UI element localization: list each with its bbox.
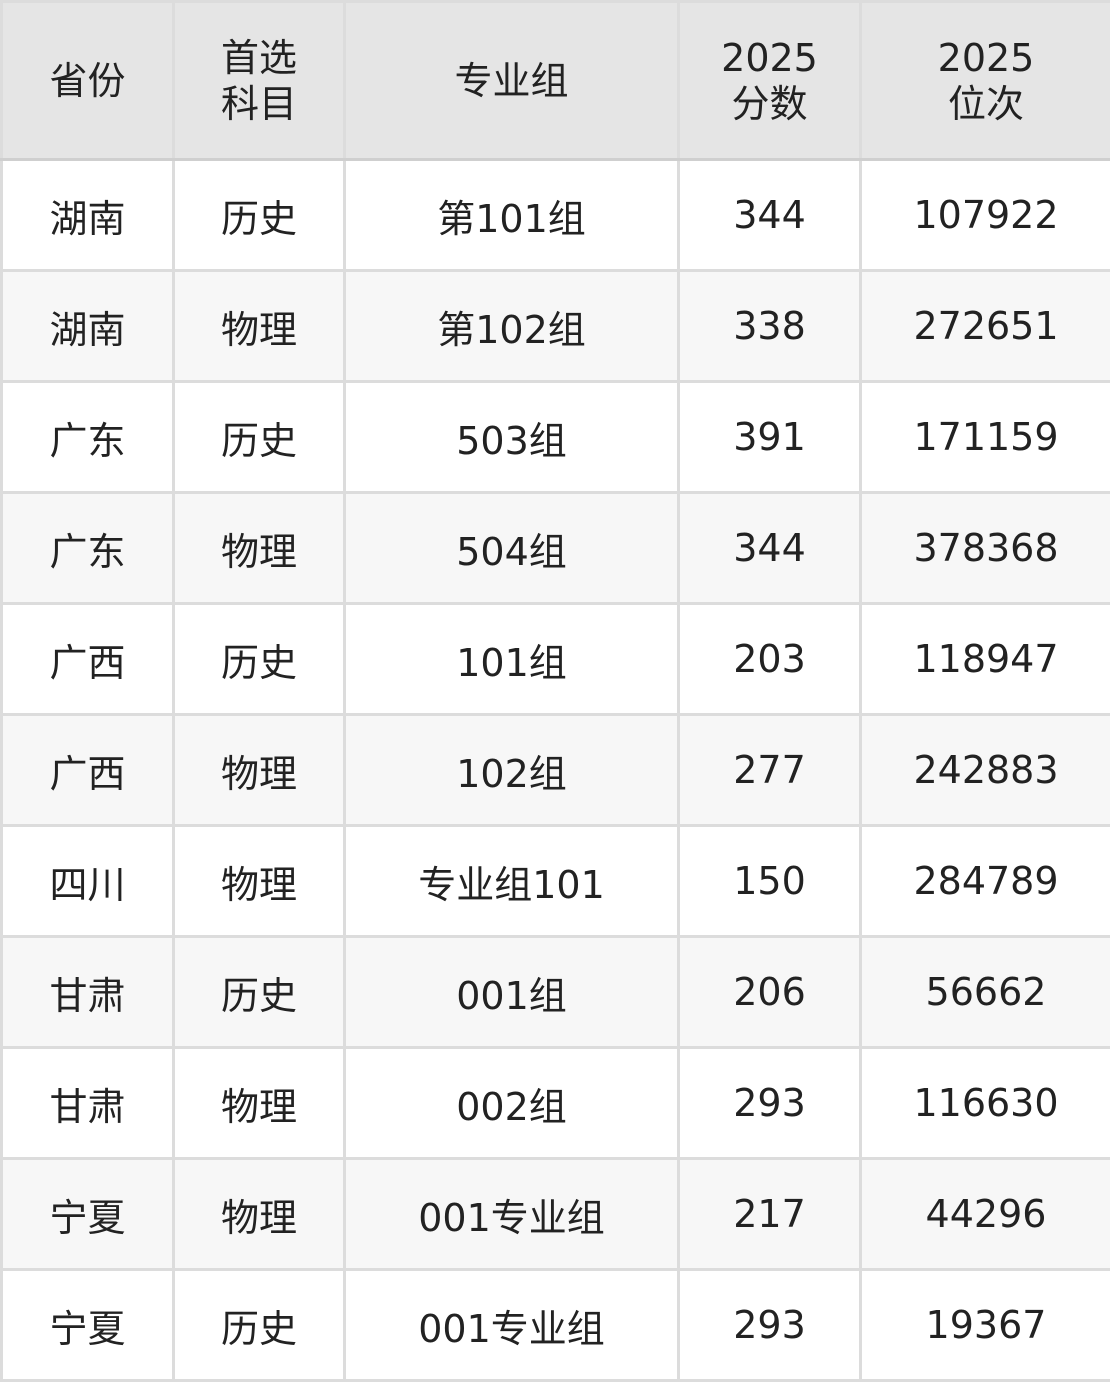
cell-province: 甘肃: [0, 1046, 175, 1160]
header-score-line1: 2025: [721, 35, 818, 80]
cell-group: 504组: [343, 491, 680, 605]
cell-group: 101组: [343, 602, 680, 716]
cell-subject: 物理: [172, 1046, 346, 1160]
cell-group: 002组: [343, 1046, 680, 1160]
cell-score: 203: [677, 602, 862, 716]
cell-score: 293: [677, 1268, 862, 1382]
table-row: 广东 历史 503组 391 171159: [0, 380, 1110, 494]
cell-subject: 历史: [172, 158, 346, 272]
cell-score: 344: [677, 491, 862, 605]
cell-province: 广西: [0, 602, 175, 716]
cell-subject: 物理: [172, 491, 346, 605]
table-row: 广西 物理 102组 277 242883: [0, 713, 1110, 827]
cell-score: 391: [677, 380, 862, 494]
cell-group: 503组: [343, 380, 680, 494]
table-row: 湖南 历史 第101组 344 107922: [0, 158, 1110, 272]
cell-group: 专业组101: [343, 824, 680, 938]
table-row: 甘肃 物理 002组 293 116630: [0, 1046, 1110, 1160]
cell-group: 第102组: [343, 269, 680, 383]
cell-subject: 物理: [172, 713, 346, 827]
header-score-line2: 分数: [731, 81, 808, 126]
table-row: 甘肃 历史 001组 206 56662: [0, 935, 1110, 1049]
header-province: 省份: [0, 0, 175, 161]
header-subject-line2: 科目: [220, 81, 297, 126]
cell-province: 湖南: [0, 158, 175, 272]
table-row: 广东 物理 504组 344 378368: [0, 491, 1110, 605]
header-rank-line1: 2025: [937, 35, 1035, 80]
cell-province: 广西: [0, 713, 175, 827]
cell-rank: 272651: [859, 269, 1110, 383]
cell-group: 001专业组: [343, 1268, 680, 1382]
cell-score: 344: [677, 158, 862, 272]
cell-group: 001组: [343, 935, 680, 1049]
header-rank: 2025 位次: [859, 0, 1110, 161]
cell-group: 第101组: [343, 158, 680, 272]
header-subject: 首选 科目: [172, 0, 346, 161]
cell-score: 217: [677, 1157, 862, 1271]
cell-province: 广东: [0, 491, 175, 605]
cell-group: 001专业组: [343, 1157, 680, 1271]
cell-score: 206: [677, 935, 862, 1049]
cell-rank: 118947: [859, 602, 1110, 716]
cell-rank: 19367: [859, 1268, 1110, 1382]
header-group: 专业组: [343, 0, 680, 161]
cell-rank: 171159: [859, 380, 1110, 494]
cell-group: 102组: [343, 713, 680, 827]
cell-subject: 物理: [172, 824, 346, 938]
header-province-line1: 省份: [49, 58, 126, 103]
cell-subject: 历史: [172, 1268, 346, 1382]
cell-province: 四川: [0, 824, 175, 938]
cell-score: 150: [677, 824, 862, 938]
cell-province: 湖南: [0, 269, 175, 383]
cell-subject: 历史: [172, 380, 346, 494]
header-group-line1: 专业组: [454, 58, 569, 103]
cell-rank: 378368: [859, 491, 1110, 605]
header-score: 2025 分数: [677, 0, 862, 161]
cell-score: 293: [677, 1046, 862, 1160]
table-row: 宁夏 物理 001专业组 217 44296: [0, 1157, 1110, 1271]
cell-score: 338: [677, 269, 862, 383]
cell-score: 277: [677, 713, 862, 827]
table-row: 四川 物理 专业组101 150 284789: [0, 824, 1110, 938]
cell-province: 宁夏: [0, 1268, 175, 1382]
cell-subject: 历史: [172, 602, 346, 716]
cell-rank: 116630: [859, 1046, 1110, 1160]
table-row: 湖南 物理 第102组 338 272651: [0, 269, 1110, 383]
cell-subject: 物理: [172, 1157, 346, 1271]
cell-subject: 历史: [172, 935, 346, 1049]
cell-rank: 44296: [859, 1157, 1110, 1271]
cell-province: 宁夏: [0, 1157, 175, 1271]
cell-province: 广东: [0, 380, 175, 494]
table-row: 宁夏 历史 001专业组 293 19367: [0, 1268, 1110, 1382]
cell-subject: 物理: [172, 269, 346, 383]
header-subject-line1: 首选: [220, 35, 297, 80]
table-row: 广西 历史 101组 203 118947: [0, 602, 1110, 716]
cell-rank: 242883: [859, 713, 1110, 827]
cell-rank: 56662: [859, 935, 1110, 1049]
cell-province: 甘肃: [0, 935, 175, 1049]
table-header-row: 省份 首选 科目 专业组 2025 分数 2025 位次: [0, 0, 1110, 161]
cell-rank: 284789: [859, 824, 1110, 938]
cell-rank: 107922: [859, 158, 1110, 272]
header-rank-line2: 位次: [947, 81, 1024, 126]
